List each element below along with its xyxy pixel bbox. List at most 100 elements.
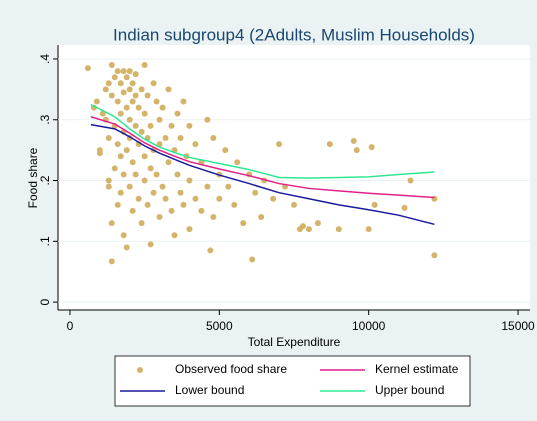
point xyxy=(123,74,130,81)
point xyxy=(335,226,342,233)
point xyxy=(105,177,112,184)
y-tick-label: .4 xyxy=(38,54,52,64)
point xyxy=(159,183,166,190)
point xyxy=(132,171,139,178)
point xyxy=(117,110,124,117)
point xyxy=(132,122,139,129)
point xyxy=(129,159,136,166)
point xyxy=(222,147,229,154)
y-tick-label: .3 xyxy=(38,114,52,124)
point xyxy=(117,189,124,196)
legend-label: Upper bound xyxy=(375,383,444,397)
point xyxy=(126,86,133,93)
point xyxy=(270,195,277,202)
x-axis-label: Total Expenditure xyxy=(248,335,341,349)
point xyxy=(135,195,142,202)
point xyxy=(114,201,121,208)
point xyxy=(111,165,118,172)
point xyxy=(159,104,166,111)
point xyxy=(126,68,133,75)
point xyxy=(305,226,312,233)
point xyxy=(120,171,127,178)
point xyxy=(177,189,184,196)
point xyxy=(156,214,163,221)
point xyxy=(276,141,283,148)
point xyxy=(144,92,151,99)
point xyxy=(204,183,211,190)
point xyxy=(117,153,124,160)
point xyxy=(135,104,142,111)
point xyxy=(204,116,211,123)
point xyxy=(141,177,148,184)
point xyxy=(401,204,408,211)
point xyxy=(168,122,175,129)
point xyxy=(353,147,360,154)
point xyxy=(129,80,136,87)
point xyxy=(153,171,160,178)
point xyxy=(120,68,127,75)
point xyxy=(102,86,109,93)
point xyxy=(162,195,169,202)
point xyxy=(168,207,175,214)
point xyxy=(231,201,238,208)
point xyxy=(129,207,136,214)
point xyxy=(111,74,118,81)
point xyxy=(249,256,256,263)
point xyxy=(252,189,259,196)
point xyxy=(108,62,115,69)
point xyxy=(258,214,265,221)
point xyxy=(126,183,133,190)
point xyxy=(165,159,172,166)
point xyxy=(129,98,136,105)
point xyxy=(431,252,438,259)
point xyxy=(407,177,414,184)
y-tick-label: .1 xyxy=(38,236,52,246)
point xyxy=(210,214,217,221)
point xyxy=(198,207,205,214)
point xyxy=(234,159,241,166)
point xyxy=(153,98,160,105)
point xyxy=(141,62,148,69)
point xyxy=(105,134,112,141)
point xyxy=(156,116,163,123)
point xyxy=(171,232,178,239)
point xyxy=(216,195,223,202)
point xyxy=(108,220,115,227)
point xyxy=(150,80,157,87)
legend-label: Observed food share xyxy=(175,362,287,376)
point xyxy=(141,153,148,160)
point xyxy=(186,177,193,184)
point xyxy=(207,247,214,254)
point xyxy=(225,183,232,190)
point xyxy=(368,144,375,151)
point xyxy=(132,92,139,99)
point xyxy=(186,122,193,129)
y-tick-label: .2 xyxy=(38,175,52,185)
chart-title: Indian subgroup4 (2Adults, Muslim Househ… xyxy=(113,25,475,44)
point xyxy=(108,258,115,265)
point xyxy=(147,122,154,129)
x-tick-label: 15000 xyxy=(501,319,535,333)
point xyxy=(126,116,133,123)
x-tick-label: 5000 xyxy=(206,319,233,333)
point xyxy=(314,220,321,227)
point xyxy=(147,241,154,248)
point xyxy=(84,65,91,72)
point xyxy=(371,201,378,208)
point xyxy=(105,80,112,87)
point xyxy=(326,141,333,148)
x-tick-label: 10000 xyxy=(352,319,386,333)
legend xyxy=(114,355,471,407)
point xyxy=(165,86,172,93)
point xyxy=(117,80,124,87)
point xyxy=(240,220,247,227)
point xyxy=(180,201,187,208)
y-axis-label: Food share xyxy=(26,147,40,208)
point xyxy=(108,92,115,99)
line xyxy=(90,103,435,179)
line xyxy=(90,116,435,199)
point xyxy=(192,195,199,202)
point xyxy=(138,128,145,135)
